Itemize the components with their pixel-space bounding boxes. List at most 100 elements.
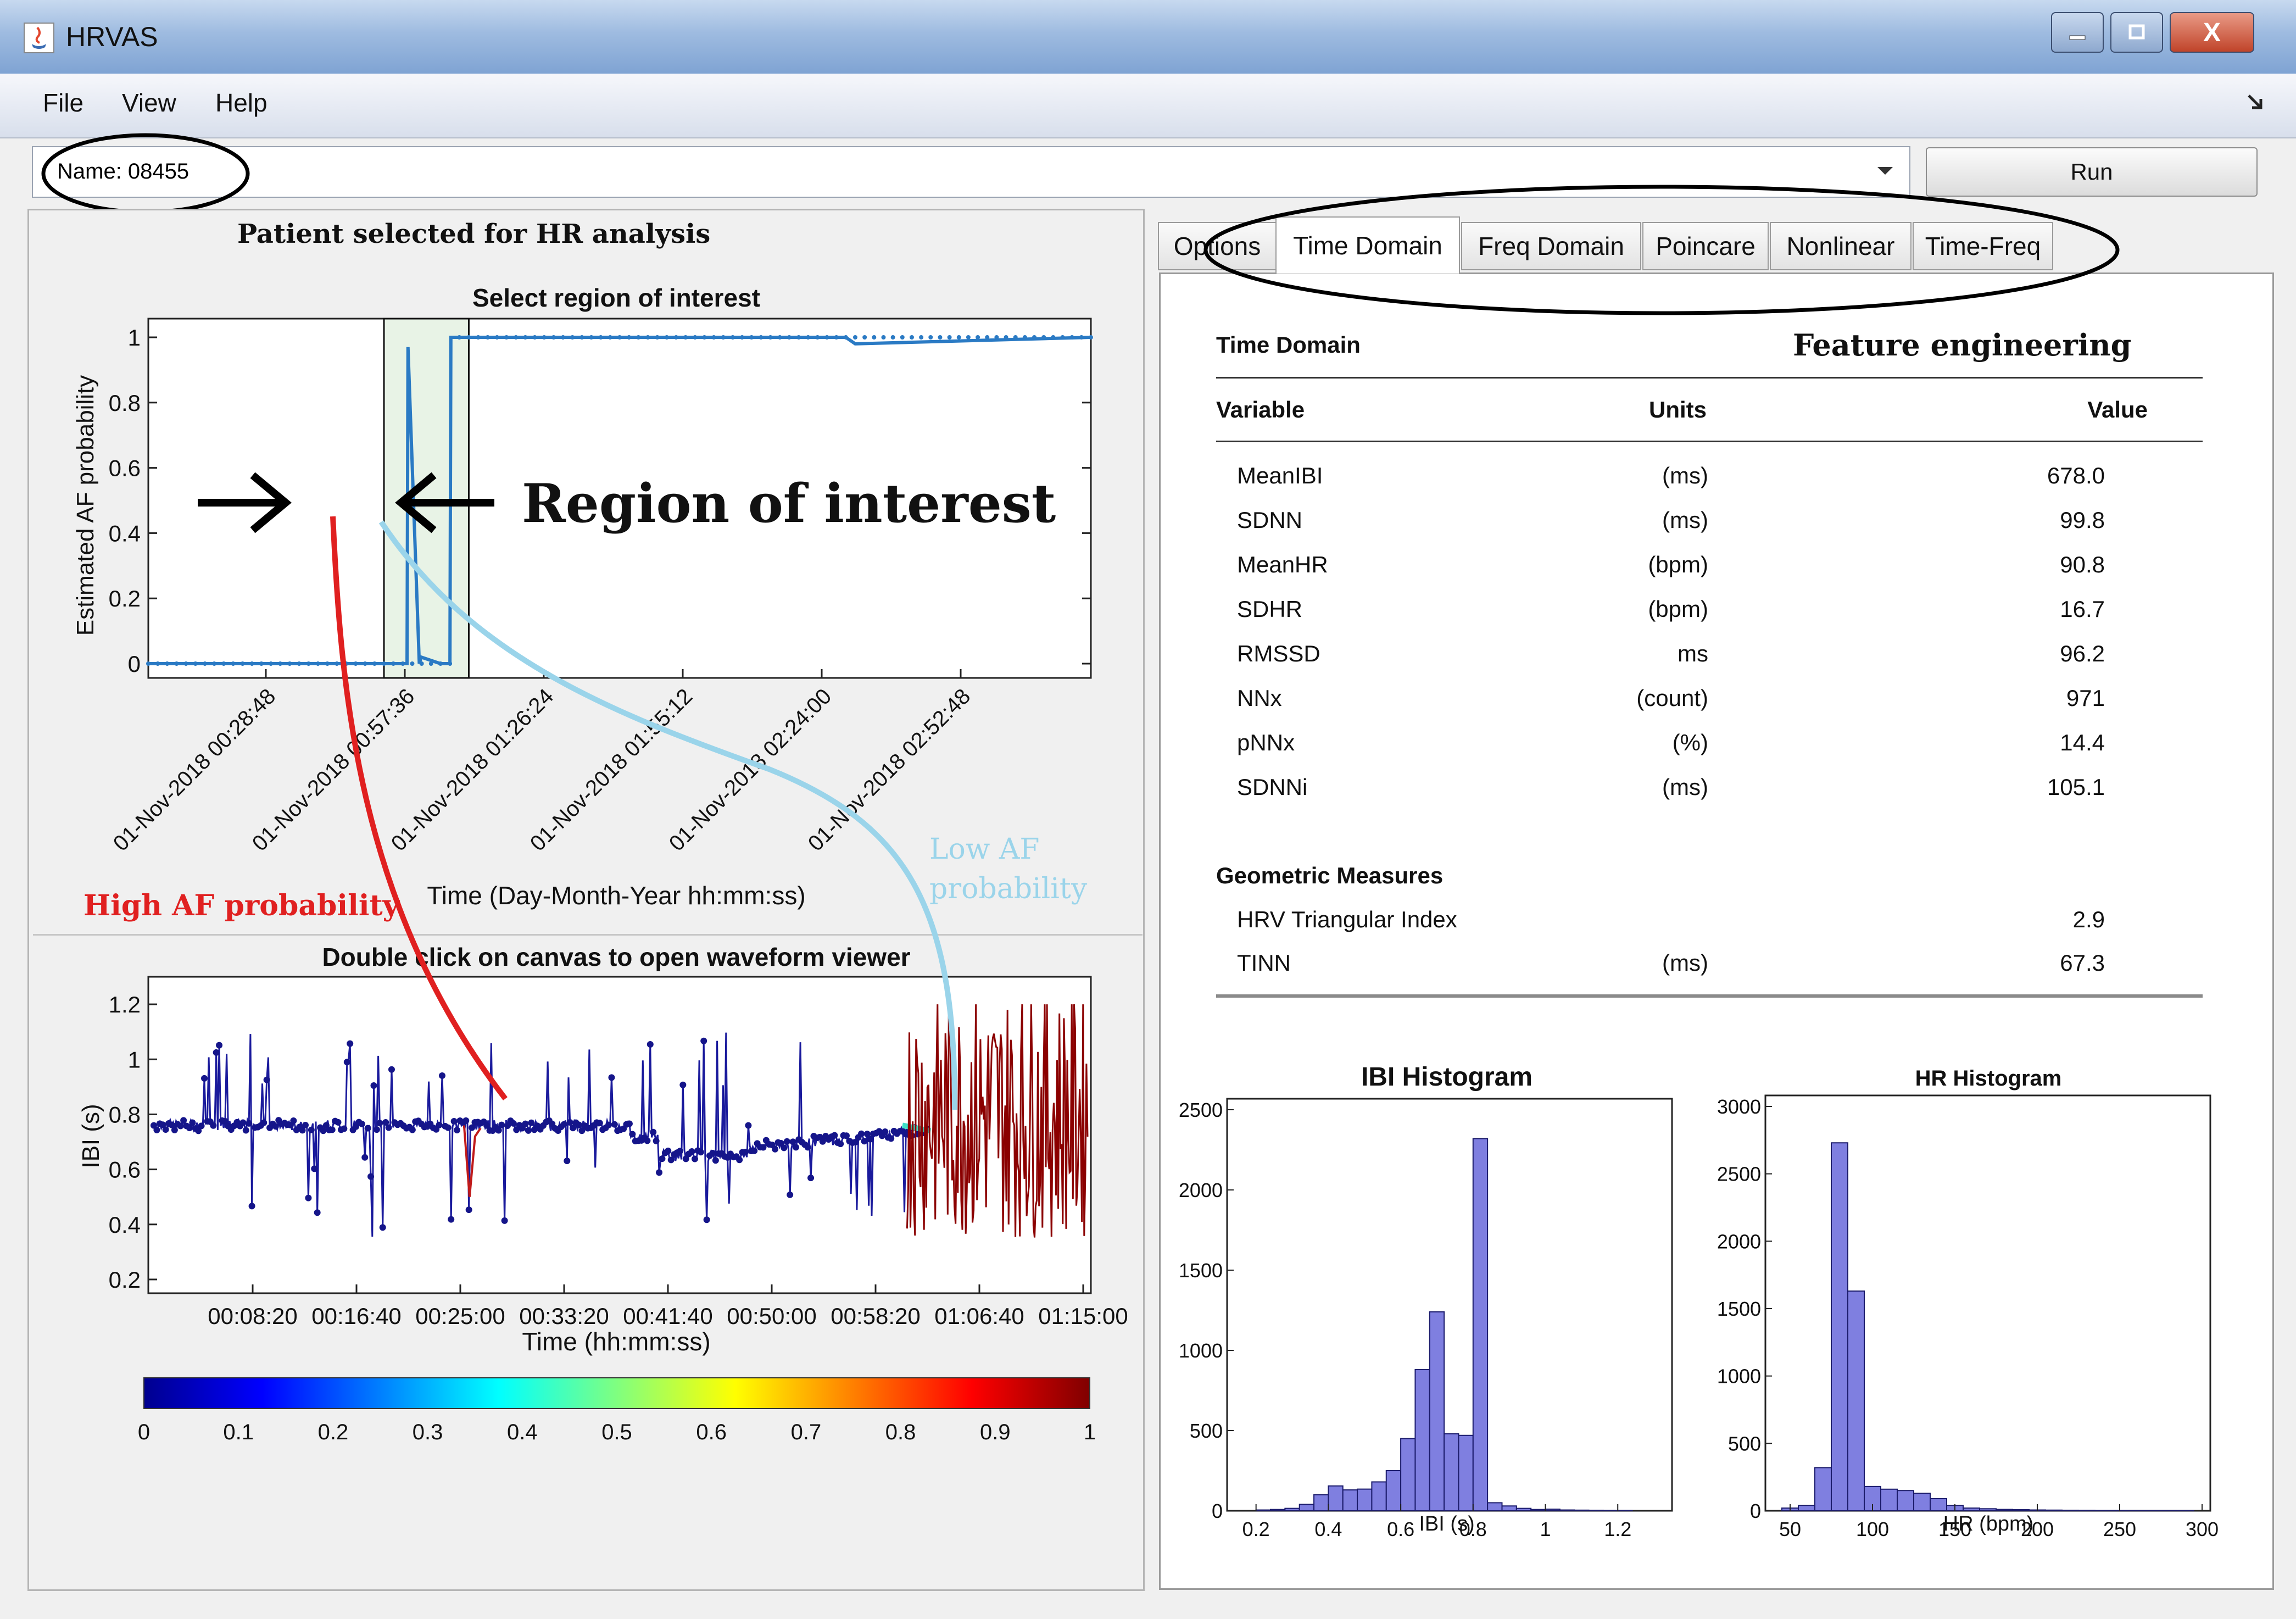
af-point [287, 661, 292, 666]
hist-y-tick-label: 0 [1750, 1500, 1761, 1522]
close-button[interactable]: X [2170, 12, 2254, 53]
ibi-point [697, 1149, 704, 1156]
menu-view[interactable]: View [122, 88, 176, 117]
run-button[interactable]: Run [1926, 147, 2258, 197]
hist-x-tick-label: 1.2 [1604, 1518, 1631, 1540]
tabs-highlight-ellipse [1203, 185, 2120, 315]
af-point [542, 335, 547, 340]
hist-bar [1588, 1510, 1604, 1512]
af-point [673, 335, 678, 340]
af-point [985, 335, 990, 340]
af-point [693, 335, 698, 340]
ibi-x-tick-label: 00:33:20 [519, 1303, 609, 1329]
ibi-x-tick-label: 00:16:40 [311, 1303, 402, 1329]
hist-y-tick-label: 1000 [1179, 1339, 1223, 1362]
ibi-chart-title: Double click on canvas to open waveform … [322, 943, 910, 971]
af-x-tick-label: 01-Nov-2018 00:57:36 [248, 684, 420, 856]
panel-divider [33, 934, 1143, 936]
ibi-point [186, 1125, 193, 1132]
ibi-point [177, 1122, 184, 1130]
ibi-point [882, 1128, 889, 1135]
af-point [183, 661, 188, 666]
af-point [796, 335, 801, 340]
hist-bar [1472, 1138, 1489, 1511]
hist-bar [1487, 1502, 1503, 1512]
dropdown-arrow-icon[interactable] [1874, 159, 1896, 181]
ibi-hist-title: IBI Histogram [1361, 1062, 1532, 1092]
minimize-button[interactable] [2051, 12, 2104, 53]
high-af-label: High AF probability [83, 889, 399, 922]
ibi-point [308, 1126, 315, 1133]
ibi-x-tick-label: 01:06:40 [934, 1303, 1024, 1329]
tab-time-freq[interactable]: Time-Freq [1913, 222, 2053, 270]
hist-y-tick-label: 500 [1190, 1420, 1223, 1442]
maximize-button[interactable] [2110, 12, 2163, 53]
ibi-point [159, 1121, 166, 1128]
tab-time-domain[interactable]: Time Domain [1275, 216, 1460, 274]
hist-bar [1342, 1489, 1358, 1511]
ibi-point [376, 1120, 383, 1127]
af-point [193, 661, 198, 666]
af-point [579, 335, 584, 340]
ibi-point [263, 1076, 270, 1083]
menu-help[interactable]: Help [215, 88, 268, 117]
ibi-point [382, 1119, 389, 1126]
hist-x-tick-label: 0.2 [1242, 1518, 1270, 1540]
ibi-point [596, 1120, 603, 1127]
ibi-time-series-chart[interactable]: Double click on canvas to open waveform … [33, 938, 1143, 1587]
tab-nonlinear[interactable]: Nonlinear [1770, 222, 1912, 270]
minimize-icon [2069, 35, 2086, 40]
af-point [269, 661, 274, 666]
hist-bar [1913, 1493, 1931, 1512]
af-point [1089, 335, 1093, 340]
ibi-high-af-segment [462, 1125, 482, 1197]
dock-arrow-icon[interactable] [2244, 91, 2266, 113]
ibi-point [444, 1124, 452, 1131]
ibi-point [314, 1209, 321, 1216]
af-point [843, 335, 848, 340]
table-rule-top [1216, 377, 2203, 379]
hist-x-tick-label: 0.8 [1459, 1518, 1487, 1540]
ibi-point [328, 1126, 336, 1133]
tab-freq-domain[interactable]: Freq Domain [1461, 222, 1641, 270]
af-x-tick-label: 01-Nov-2018 01:26:24 [387, 684, 559, 856]
af-y-tick-label: 0.6 [109, 455, 141, 481]
roi-arrows [198, 472, 494, 533]
colorbar-tick-label: 0.4 [507, 1420, 538, 1444]
ibi-point [272, 1123, 279, 1130]
af-point [976, 335, 980, 340]
ibi-y-tick-label: 1.2 [109, 992, 141, 1017]
af-y-ticks: 0 0.2 0.4 0.6 0.8 1 [109, 325, 1091, 677]
ibi-point [290, 1117, 297, 1125]
hist-bar [1530, 1509, 1546, 1512]
ibi-point [409, 1126, 416, 1133]
ibi-point [703, 1216, 710, 1223]
ibi-point [438, 1072, 445, 1079]
hist-bar [1814, 1467, 1832, 1512]
af-point [410, 661, 415, 666]
ibi-point [528, 1119, 535, 1126]
af-point [655, 335, 660, 340]
af-point [278, 661, 283, 666]
menu-file[interactable]: File [43, 88, 84, 117]
java-app-icon [24, 23, 54, 53]
table-rule-bottom [1216, 994, 2203, 998]
af-point [617, 335, 622, 340]
row-value: 105.1 [2047, 774, 2105, 800]
af-point [872, 335, 877, 340]
ibi-point [682, 1155, 689, 1162]
row-variable: NNx [1237, 685, 1282, 711]
af-point [212, 661, 217, 666]
colorbar-tick-label: 0.3 [413, 1420, 443, 1444]
hist-x-tick-label: 300 [2186, 1518, 2219, 1540]
colorbar-tick-label: 0.8 [885, 1420, 916, 1444]
ibi-point [819, 1138, 826, 1145]
ibi-point [299, 1127, 306, 1134]
hist-bar [1501, 1505, 1517, 1511]
ibi-point [195, 1127, 202, 1134]
tab-poincare[interactable]: Poincare [1642, 222, 1769, 270]
hr-histogram-chart[interactable]: HR Histogram 0 500 1000 1500 2000 2500 3000 50… [1703, 1055, 2274, 1549]
hist-bar [1831, 1142, 1848, 1512]
ibi-point [436, 1121, 443, 1128]
